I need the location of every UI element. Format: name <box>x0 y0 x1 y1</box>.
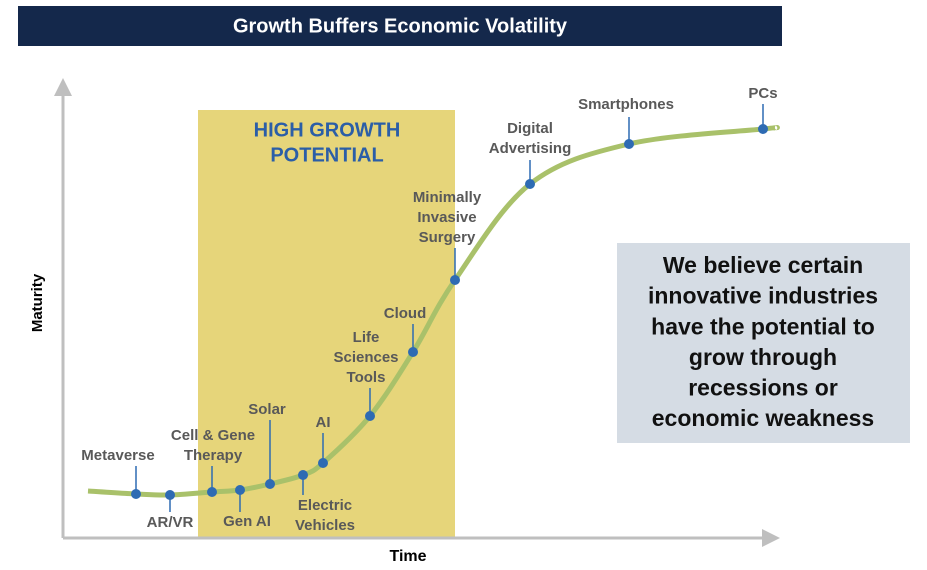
point-label: AR/VR <box>147 514 194 531</box>
point <box>624 139 634 149</box>
point <box>131 489 141 499</box>
point <box>365 411 375 421</box>
callout: We believe certain innovative industries h… <box>648 252 878 431</box>
point-label: Smartphones <box>578 96 674 113</box>
point-label: Metaverse <box>81 447 154 464</box>
point-label: PCs <box>748 85 777 102</box>
point-label: Solar <box>248 401 286 418</box>
point <box>450 275 460 285</box>
highlight-text: POTENTIAL <box>270 144 383 166</box>
point-label: Advertising <box>489 140 572 157</box>
point <box>207 487 217 497</box>
callout-line: We believe certain <box>663 252 863 278</box>
callout-line: have the potential to <box>651 313 875 339</box>
point <box>758 124 768 134</box>
highlight-zone <box>198 110 455 538</box>
point <box>525 179 535 189</box>
point <box>235 485 245 495</box>
curve-group: Metaverse AR/VR Cell & Gene Therapy Gen AI So… <box>81 85 780 534</box>
s-curve <box>87 125 780 498</box>
point-label: Gen AI <box>223 513 271 530</box>
point-label: Digital <box>507 120 553 137</box>
point-label: Invasive <box>417 209 476 226</box>
point-label: Electric <box>298 497 352 514</box>
title: Growth Buffers Economic Volatility <box>233 15 568 37</box>
point-label: Therapy <box>184 447 243 464</box>
point-label: Vehicles <box>295 517 355 534</box>
point <box>318 458 328 468</box>
point-label: Tools <box>347 369 386 386</box>
callout-box <box>617 243 910 443</box>
y-arrow <box>54 78 72 96</box>
point-label: Minimally <box>413 189 482 206</box>
point-label: AI <box>316 414 331 431</box>
point-label: Cell & Gene <box>171 427 255 444</box>
point <box>408 347 418 357</box>
title-bar <box>18 6 782 46</box>
callout-line: grow through <box>689 344 837 370</box>
x-axis-label: Time <box>389 548 426 565</box>
callout-line: economic weakness <box>652 405 874 431</box>
point-label: Surgery <box>419 229 476 246</box>
x-arrow <box>762 529 780 547</box>
callout-line: recessions or <box>688 374 838 400</box>
point-label: Cloud <box>384 305 427 322</box>
y-axis-label: Maturity <box>29 273 46 332</box>
callout-line: innovative industries <box>648 283 878 309</box>
highlight-text: HIGH GROWTH <box>254 119 401 141</box>
point <box>265 479 275 489</box>
point-label: Life <box>353 329 380 346</box>
point <box>298 470 308 480</box>
point-label: Sciences <box>333 349 398 366</box>
point <box>165 490 175 500</box>
